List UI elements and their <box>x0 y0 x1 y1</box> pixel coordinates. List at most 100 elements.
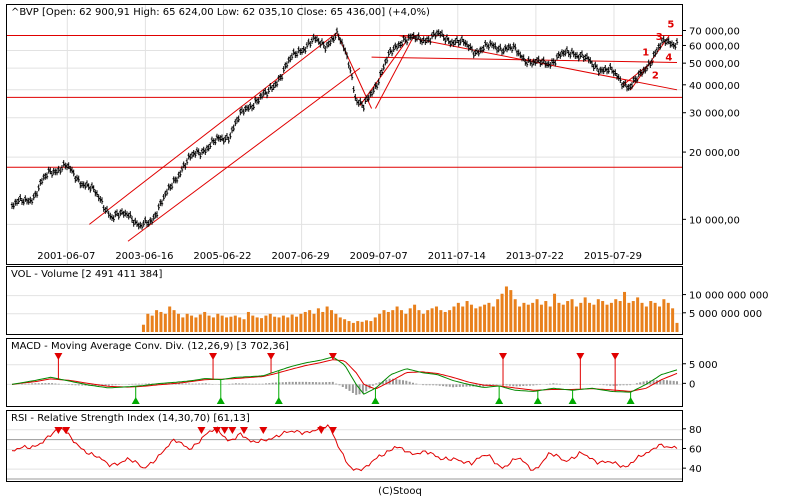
volume-bar <box>360 321 364 332</box>
sell-signal-marker <box>267 353 276 360</box>
rsi-overbought-marker <box>239 427 248 434</box>
volume-bar <box>251 315 255 332</box>
trend-channel-line <box>374 35 415 109</box>
volume-bar <box>579 302 583 332</box>
volume-bar <box>636 297 640 332</box>
volume-bar <box>461 306 465 332</box>
volume-bar <box>286 317 290 332</box>
price-x-tick-label: 2009-07-07 <box>350 251 408 262</box>
price-x-tick-label: 2013-07-22 <box>506 251 564 262</box>
volume-bar <box>203 311 207 332</box>
volume-y-tick-label: 10 000 000 000 <box>689 291 769 302</box>
volume-bar <box>343 319 347 332</box>
volume-bar <box>653 302 657 332</box>
volume-bar <box>478 306 482 332</box>
volume-bar <box>211 317 215 332</box>
volume-bar <box>369 321 373 332</box>
volume-bar <box>452 306 456 332</box>
volume-bar <box>351 322 355 332</box>
trend-channel-line <box>127 67 361 242</box>
macd-chart <box>7 353 682 404</box>
volume-bar <box>671 308 675 332</box>
volume-bar <box>614 299 618 332</box>
volume-bar <box>338 317 342 332</box>
price-ohlc-bars <box>10 27 679 230</box>
trend-channel-line <box>89 32 338 225</box>
volume-bar <box>491 306 495 332</box>
volume-bar <box>526 304 530 332</box>
volume-bar <box>321 311 325 332</box>
buy-signal-marker <box>495 397 504 404</box>
sell-signal-marker <box>499 353 508 360</box>
volume-bar <box>417 310 421 332</box>
volume-bar <box>176 313 180 332</box>
price-x-axis: 2001-06-07 2003-06-16 2005-06-22 2007-06-29… <box>37 251 642 262</box>
sell-signal-marker <box>209 353 218 360</box>
volume-bar <box>605 304 609 332</box>
volume-bar <box>308 310 312 332</box>
rsi-line <box>11 424 678 472</box>
volume-bar <box>330 310 334 332</box>
volume-bar <box>325 306 329 332</box>
volume-bar <box>391 310 395 332</box>
sell-signal-marker <box>576 353 585 360</box>
volume-bar <box>439 310 443 332</box>
rsi-overbought-marker <box>62 427 71 434</box>
sell-signal-marker <box>328 353 337 360</box>
macd-y-axis: 0 5 000 <box>682 360 718 390</box>
volume-bar <box>373 317 377 332</box>
volume-bar <box>570 299 574 332</box>
volume-bar <box>316 308 320 332</box>
volume-bar <box>295 316 299 332</box>
volume-bar <box>509 290 513 332</box>
macd-panel: MACD - Moving Average Conv. Div. (12,26,… <box>6 338 683 407</box>
volume-bar <box>246 311 250 332</box>
rsi-y-axis: 40 60 80 <box>682 425 702 475</box>
macd-title: MACD - Moving Average Conv. Div. (12,26,… <box>11 341 289 352</box>
volume-bar <box>399 310 403 332</box>
trend-channel-line <box>336 32 373 109</box>
volume-bar <box>518 306 522 332</box>
wave-label-5: 5 <box>667 20 674 31</box>
volume-bar <box>159 311 163 332</box>
volume-bar <box>172 310 176 332</box>
volume-bar <box>644 306 648 332</box>
volume-bar <box>640 302 644 332</box>
volume-bar <box>163 313 167 332</box>
wave-label-3: 3 <box>656 32 663 43</box>
trend-channel-line <box>398 35 678 91</box>
volume-title: VOL - Volume [2 491 411 384] <box>11 269 163 280</box>
volume-bar <box>233 315 237 332</box>
buy-signal-marker <box>568 397 577 404</box>
volume-bar <box>168 306 172 332</box>
rsi-overbought-marker <box>220 427 229 434</box>
volume-bar <box>583 297 587 332</box>
price-y-tick-label: 30 000,00 <box>689 109 740 120</box>
rsi-y-tick-label: 80 <box>689 425 702 436</box>
volume-bar <box>496 299 500 332</box>
price-x-tick-label: 2005-06-22 <box>193 251 251 262</box>
volume-bar <box>378 313 382 332</box>
rsi-y-tick-label: 60 <box>689 444 702 455</box>
volume-bar <box>426 310 430 332</box>
volume-bar <box>299 313 303 332</box>
volume-bar <box>260 318 264 332</box>
volume-bar <box>264 315 268 332</box>
rsi-chart <box>7 424 682 480</box>
price-y-tick-label: 50 000,00 <box>689 59 740 70</box>
rsi-overbought-marker <box>197 427 206 434</box>
volume-bar <box>185 313 189 332</box>
rsi-overbought-marker <box>228 427 237 434</box>
footer-credit: (C)Stooq <box>378 486 422 497</box>
volume-bar <box>544 301 548 332</box>
volume-bar <box>382 310 386 332</box>
buy-signal-marker <box>216 397 225 404</box>
volume-bar <box>574 306 578 332</box>
volume-bar <box>150 315 154 332</box>
volume-bar <box>557 302 561 332</box>
buy-signal-marker <box>131 397 140 404</box>
volume-bar <box>592 304 596 332</box>
volume-bar <box>356 321 360 332</box>
volume-bar <box>216 313 220 332</box>
